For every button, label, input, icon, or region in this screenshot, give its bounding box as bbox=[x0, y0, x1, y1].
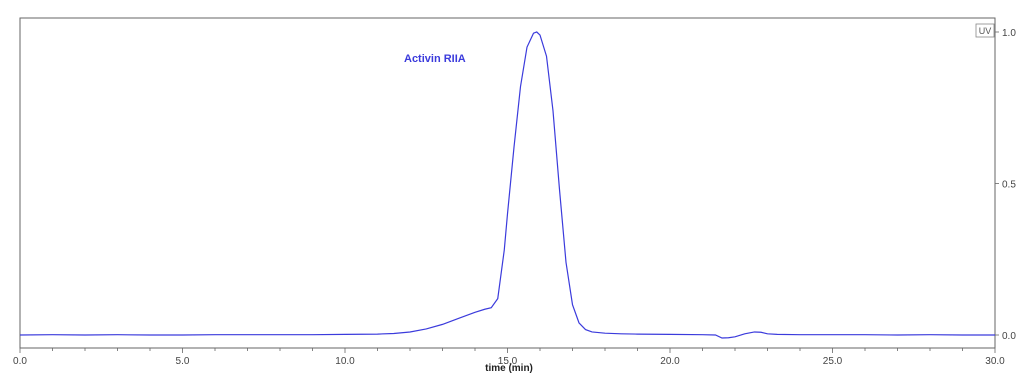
y-axis: 0.0 0.5 1.0 bbox=[995, 28, 1016, 342]
y-tick-label: 0.0 bbox=[1002, 331, 1016, 342]
x-tick-label: 30.0 bbox=[985, 356, 1005, 367]
y-tick-label: 0.5 bbox=[1002, 180, 1016, 191]
x-tick-label: 10.0 bbox=[335, 356, 355, 367]
x-tick-label: 0.0 bbox=[13, 356, 27, 367]
x-tick-label: 15.0 bbox=[498, 356, 518, 367]
legend: UV bbox=[975, 23, 995, 38]
legend-box bbox=[975, 23, 995, 38]
x-axis-title: time (min) bbox=[485, 363, 533, 373]
legend-label-uv: UV bbox=[979, 26, 992, 36]
plot-frame bbox=[19, 17, 996, 349]
uv-trace-line bbox=[19, 31, 995, 339]
y-tick-label: 1.0 bbox=[1002, 28, 1016, 39]
x-tick-label: 5.0 bbox=[176, 356, 190, 367]
x-axis: 0.0 5.0 10.0 15.0 20.0 25.0 30.0 bbox=[13, 348, 1005, 367]
x-tick-label: 25.0 bbox=[823, 356, 843, 367]
x-tick-label: 20.0 bbox=[660, 356, 680, 367]
peak-label: Activin RIIA bbox=[404, 53, 466, 65]
